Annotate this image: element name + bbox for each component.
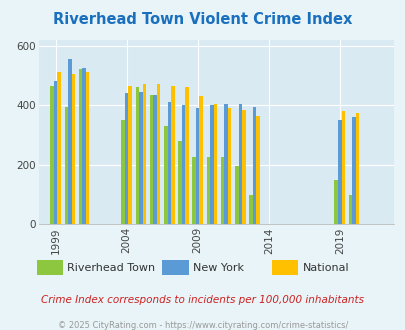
Bar xyxy=(234,166,238,224)
Bar xyxy=(82,68,85,224)
Bar xyxy=(192,157,196,224)
Bar xyxy=(167,102,171,224)
Bar xyxy=(256,115,259,224)
Bar xyxy=(178,141,181,224)
Bar xyxy=(135,87,139,224)
Bar xyxy=(50,86,54,224)
Text: National: National xyxy=(302,263,348,273)
Bar xyxy=(139,92,142,224)
Bar xyxy=(128,86,132,224)
Bar xyxy=(220,157,224,224)
Bar xyxy=(68,59,71,224)
Text: Riverhead Town Violent Crime Index: Riverhead Town Violent Crime Index xyxy=(53,12,352,26)
Bar xyxy=(199,96,202,224)
Bar xyxy=(125,93,128,224)
Bar xyxy=(249,195,252,224)
Bar xyxy=(79,69,82,224)
Bar xyxy=(121,120,125,224)
Bar xyxy=(355,113,358,224)
Bar xyxy=(210,105,213,224)
Bar xyxy=(213,104,217,224)
Bar xyxy=(252,107,256,224)
Bar xyxy=(149,95,153,224)
Bar xyxy=(196,108,199,224)
Bar xyxy=(341,111,344,224)
Bar xyxy=(185,87,188,224)
Bar xyxy=(57,72,61,224)
Bar xyxy=(71,74,75,224)
Bar xyxy=(241,110,245,224)
Bar xyxy=(224,104,227,224)
Bar xyxy=(337,120,341,224)
Bar xyxy=(164,126,167,224)
Bar xyxy=(54,81,57,224)
Bar xyxy=(156,84,160,224)
Bar xyxy=(153,95,156,224)
Text: © 2025 CityRating.com - https://www.cityrating.com/crime-statistics/: © 2025 CityRating.com - https://www.city… xyxy=(58,321,347,330)
Bar xyxy=(64,107,68,224)
Bar xyxy=(227,108,231,224)
Text: Crime Index corresponds to incidents per 100,000 inhabitants: Crime Index corresponds to incidents per… xyxy=(41,295,364,305)
Bar xyxy=(348,195,352,224)
Bar xyxy=(352,117,355,224)
Bar xyxy=(171,86,174,224)
Bar xyxy=(142,84,146,224)
Bar xyxy=(206,157,210,224)
Text: Riverhead Town: Riverhead Town xyxy=(67,263,155,273)
Bar xyxy=(334,180,337,224)
Bar xyxy=(181,105,185,224)
Bar xyxy=(85,72,89,224)
Text: New York: New York xyxy=(192,263,243,273)
Bar xyxy=(238,104,241,224)
